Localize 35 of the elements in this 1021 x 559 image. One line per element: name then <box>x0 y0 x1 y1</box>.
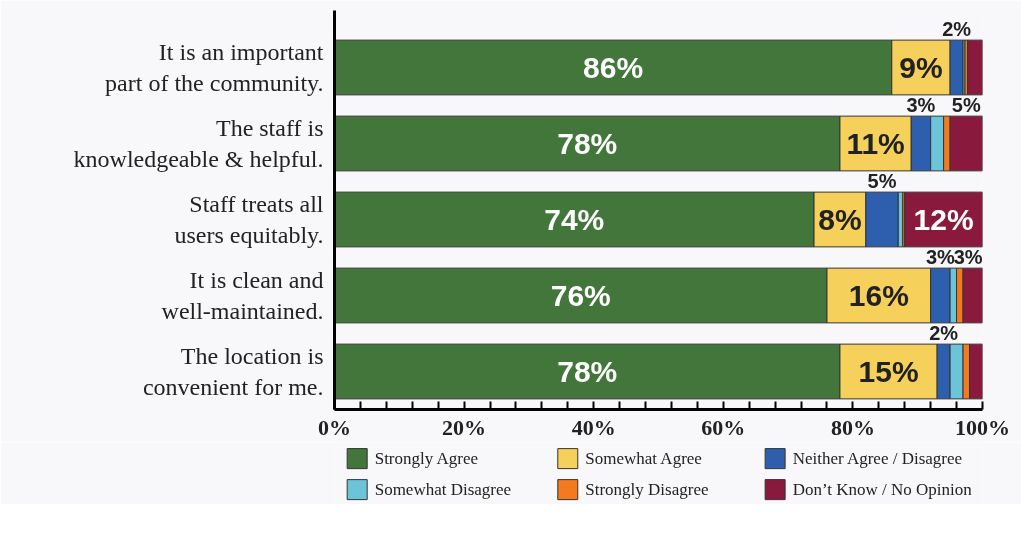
y-tick-label: It is clean and well-maintained. <box>161 266 324 325</box>
x-tick-label: 40% <box>571 414 616 440</box>
data-label: 74% <box>544 203 605 236</box>
data-label: 2% <box>929 322 959 345</box>
y-tick-label: It is an important part of the community. <box>105 38 324 97</box>
x-tick-label: 0% <box>318 414 351 440</box>
data-label: 5% <box>867 170 897 193</box>
legend-label: Somewhat Agree <box>585 449 702 469</box>
y-tick-label: The location is convenient for me. <box>142 342 324 401</box>
legend-label: Neither Agree / Disagree <box>792 449 963 469</box>
data-label: 15% <box>858 355 919 388</box>
data-label: 2% <box>942 18 972 41</box>
data-label: 8% <box>818 203 862 236</box>
data-label: 9% <box>899 51 943 84</box>
y-tick-label: Staff treats all users equitably. <box>174 190 324 249</box>
data-label: 76% <box>550 279 611 312</box>
data-label: 16% <box>848 279 909 312</box>
data-label: 78% <box>557 127 618 160</box>
data-label: 78% <box>557 355 618 388</box>
data-label: 5% <box>951 94 981 117</box>
legend-label: Don’t Know / No Opinion <box>792 480 973 500</box>
x-tick-label: 20% <box>442 414 487 440</box>
data-label: 3% <box>906 94 936 117</box>
data-label: 3% <box>925 246 956 269</box>
x-tick-label: 100% <box>955 414 1010 440</box>
data-label: 3% <box>953 246 983 269</box>
data-label: 11% <box>846 127 905 160</box>
x-tick-label: 60% <box>701 414 746 440</box>
data-label: 86% <box>583 51 644 84</box>
legend-label: Somewhat Disagree <box>374 480 512 500</box>
y-tick-label: The staff is knowledgeable & helpful. <box>73 114 324 173</box>
data-label: 12% <box>913 203 974 236</box>
legend-label: Strongly Agree <box>374 449 479 469</box>
legend-label: Strongly Disagree <box>585 480 709 500</box>
x-tick-label: 80% <box>830 414 875 440</box>
